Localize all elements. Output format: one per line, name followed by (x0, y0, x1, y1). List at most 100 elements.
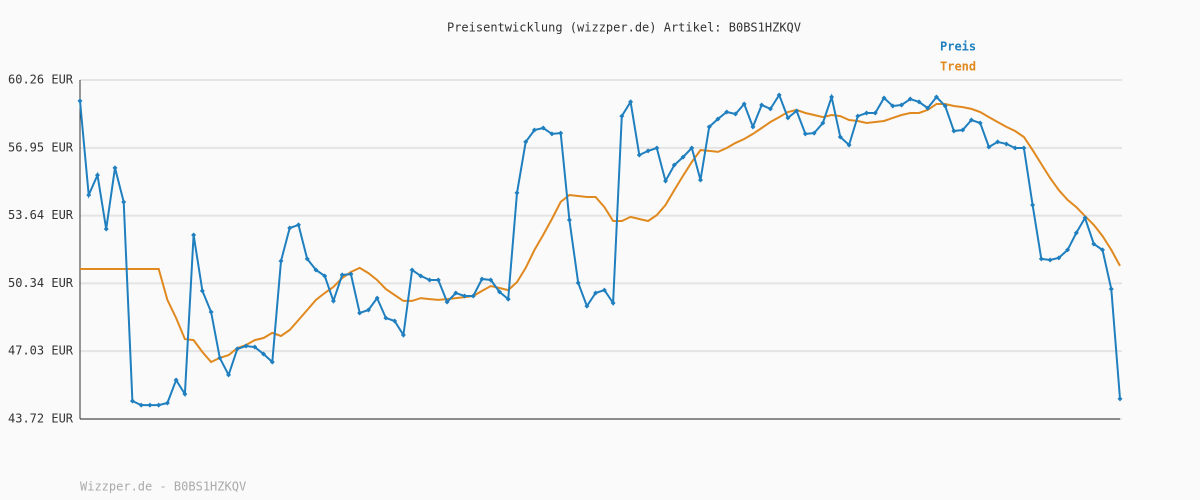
point (767, 106, 773, 112)
point (663, 178, 669, 184)
point (540, 125, 546, 131)
point (671, 162, 677, 168)
point (234, 346, 240, 352)
point (1047, 257, 1053, 263)
point (156, 402, 162, 408)
point (470, 293, 476, 299)
point (995, 139, 1001, 145)
point (444, 299, 450, 305)
point (304, 256, 310, 262)
point (732, 111, 738, 117)
point (383, 315, 389, 321)
point (628, 99, 634, 105)
point (164, 400, 170, 406)
point (759, 102, 765, 108)
point (199, 288, 205, 294)
point (1021, 145, 1027, 151)
y-tick-label: 53.64 EUR (8, 208, 74, 222)
point (680, 154, 686, 160)
point (575, 280, 581, 286)
point (619, 113, 625, 119)
point (636, 152, 642, 158)
point (1091, 241, 1097, 247)
point (872, 110, 878, 116)
point (182, 391, 188, 397)
point (968, 117, 974, 123)
point (191, 232, 197, 238)
point (278, 258, 284, 264)
point (365, 307, 371, 313)
point (864, 110, 870, 116)
point (960, 127, 966, 133)
point (855, 113, 861, 119)
point (217, 355, 223, 361)
point (698, 177, 704, 183)
point (645, 148, 651, 154)
point (523, 139, 529, 145)
point (558, 130, 564, 136)
point (750, 124, 756, 130)
point (313, 267, 319, 273)
point (1003, 141, 1009, 147)
chart-title: Preisentwicklung (wizzper.de) Artikel: B… (447, 21, 801, 35)
y-tick-label: 47.03 EUR (8, 344, 74, 358)
point (977, 120, 983, 126)
point (287, 225, 293, 231)
point (794, 108, 800, 114)
point (811, 130, 817, 136)
point (269, 359, 275, 365)
point (435, 277, 441, 283)
point (138, 402, 144, 408)
point (295, 222, 301, 228)
point (1012, 145, 1018, 151)
point (846, 142, 852, 148)
point (488, 277, 494, 283)
legend-label: Trend (940, 60, 976, 74)
point (593, 290, 599, 296)
point (689, 145, 695, 151)
point (899, 102, 905, 108)
point (147, 402, 153, 408)
footer: Wizzper.de - B0BS1HZKQV (80, 480, 246, 494)
point (531, 127, 537, 133)
point (802, 131, 808, 137)
point (916, 99, 922, 105)
point (654, 145, 660, 151)
point (549, 131, 555, 137)
point (409, 267, 415, 273)
point (103, 226, 109, 232)
point (339, 272, 345, 278)
line (80, 103, 1121, 364)
point (1100, 247, 1106, 253)
point (1038, 256, 1044, 262)
point (392, 318, 398, 324)
point (829, 94, 835, 100)
point (986, 144, 992, 150)
point (374, 295, 380, 301)
point (837, 134, 843, 140)
y-tick-label: 56.95 EUR (8, 140, 74, 154)
point (94, 172, 100, 178)
point (584, 303, 590, 309)
point (933, 94, 939, 100)
point (925, 105, 931, 111)
point (348, 271, 354, 277)
point (77, 98, 83, 104)
point (741, 101, 747, 107)
point (427, 277, 433, 283)
point (1056, 255, 1062, 261)
point (724, 109, 730, 115)
point (1117, 396, 1123, 402)
point (505, 296, 511, 302)
point (785, 115, 791, 121)
point (776, 92, 782, 98)
point (514, 190, 520, 196)
point (907, 96, 913, 102)
point (129, 398, 135, 404)
point (496, 289, 502, 295)
point (715, 116, 721, 122)
point (400, 332, 406, 338)
point (479, 276, 485, 282)
